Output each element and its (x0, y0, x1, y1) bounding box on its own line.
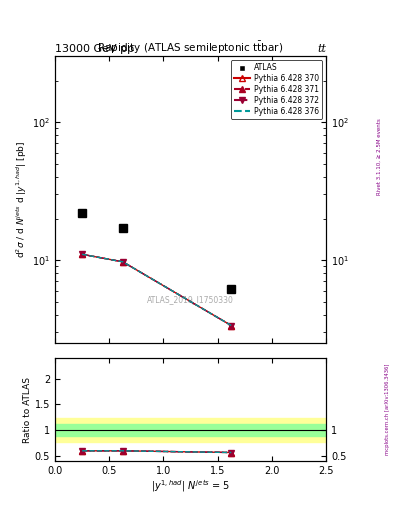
Text: 13000 GeV pp: 13000 GeV pp (55, 44, 134, 54)
Y-axis label: Ratio to ATLAS: Ratio to ATLAS (23, 377, 32, 442)
Title: Rapidity (ATLAS semileptonic t$\bar{\rm t}$bar): Rapidity (ATLAS semileptonic t$\bar{\rm … (97, 40, 284, 56)
X-axis label: $|y^{1,had}|$ $N^{jets}$ = 5: $|y^{1,had}|$ $N^{jets}$ = 5 (151, 478, 230, 494)
Y-axis label: d$^2\sigma$ / d $N^{jets}$ d $|y^{1,had}|$ [pb]: d$^2\sigma$ / d $N^{jets}$ d $|y^{1,had}… (15, 141, 29, 258)
Text: tt: tt (317, 44, 326, 54)
Text: ATLAS_2019_I1750330: ATLAS_2019_I1750330 (147, 295, 234, 305)
Legend: ATLAS, Pythia 6.428 370, Pythia 6.428 371, Pythia 6.428 372, Pythia 6.428 376: ATLAS, Pythia 6.428 370, Pythia 6.428 37… (231, 60, 322, 119)
Text: Rivet 3.1.10, ≥ 2.5M events: Rivet 3.1.10, ≥ 2.5M events (377, 118, 382, 195)
Text: mcplots.cern.ch [arXiv:1306.3436]: mcplots.cern.ch [arXiv:1306.3436] (385, 364, 389, 455)
